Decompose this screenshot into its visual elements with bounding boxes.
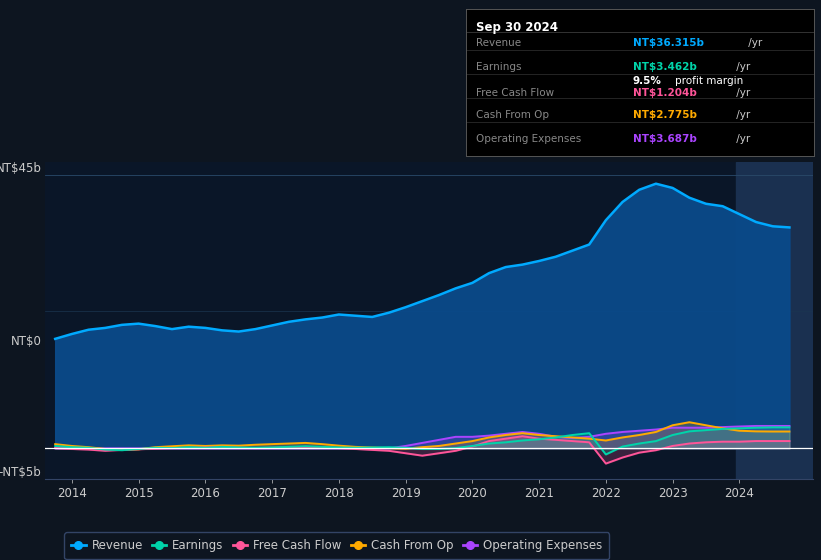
Text: NT$2.775b: NT$2.775b	[633, 110, 697, 120]
Text: /yr: /yr	[733, 134, 750, 144]
Text: profit margin: profit margin	[675, 77, 743, 86]
Legend: Revenue, Earnings, Free Cash Flow, Cash From Op, Operating Expenses: Revenue, Earnings, Free Cash Flow, Cash …	[64, 532, 609, 559]
Text: NT$45b: NT$45b	[0, 162, 41, 175]
Text: -NT$5b: -NT$5b	[0, 466, 41, 479]
Text: Earnings: Earnings	[476, 62, 521, 72]
Text: Sep 30 2024: Sep 30 2024	[476, 21, 558, 34]
Text: Revenue: Revenue	[476, 38, 521, 48]
Text: Free Cash Flow: Free Cash Flow	[476, 88, 554, 98]
Text: NT$3.462b: NT$3.462b	[633, 62, 697, 72]
Text: NT$0: NT$0	[11, 335, 41, 348]
Text: NT$3.687b: NT$3.687b	[633, 134, 697, 144]
Text: NT$36.315b: NT$36.315b	[633, 38, 704, 48]
Text: Cash From Op: Cash From Op	[476, 110, 549, 120]
Bar	[736, 162, 813, 479]
Text: Operating Expenses: Operating Expenses	[476, 134, 581, 144]
Text: /yr: /yr	[733, 88, 750, 98]
Text: /yr: /yr	[733, 62, 750, 72]
Text: 9.5%: 9.5%	[633, 77, 662, 86]
Text: /yr: /yr	[733, 110, 750, 120]
Text: NT$1.204b: NT$1.204b	[633, 88, 697, 98]
Text: /yr: /yr	[745, 38, 762, 48]
